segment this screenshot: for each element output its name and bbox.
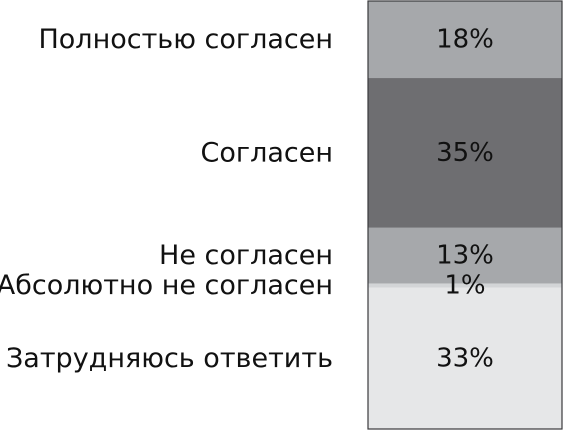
bar-segment [368, 227, 562, 284]
value-label: 33% [436, 343, 494, 373]
category-label: Абсолютно не согласен [0, 270, 333, 301]
value-label: 13% [436, 241, 494, 271]
category-label: Затрудняюсь ответить [6, 343, 333, 374]
bar-segment [368, 287, 562, 429]
value-label: 35% [436, 138, 494, 168]
category-label: Полностью согласен [38, 24, 333, 55]
category-label: Не согласен [159, 240, 333, 271]
value-label: 18% [436, 25, 494, 55]
bar-segment [368, 78, 562, 228]
category-labels: Полностью согласен Согласен Не согласенАбс… [0, 24, 333, 374]
bar-segment [368, 1, 562, 79]
category-label: Согласен [201, 137, 333, 168]
value-labels: 18% 35% 13%1% 33% [436, 25, 494, 374]
bar-segments [368, 1, 562, 429]
value-label: 1% [444, 271, 485, 301]
bar-segment [368, 283, 562, 288]
bar-outline [367, 0, 563, 430]
